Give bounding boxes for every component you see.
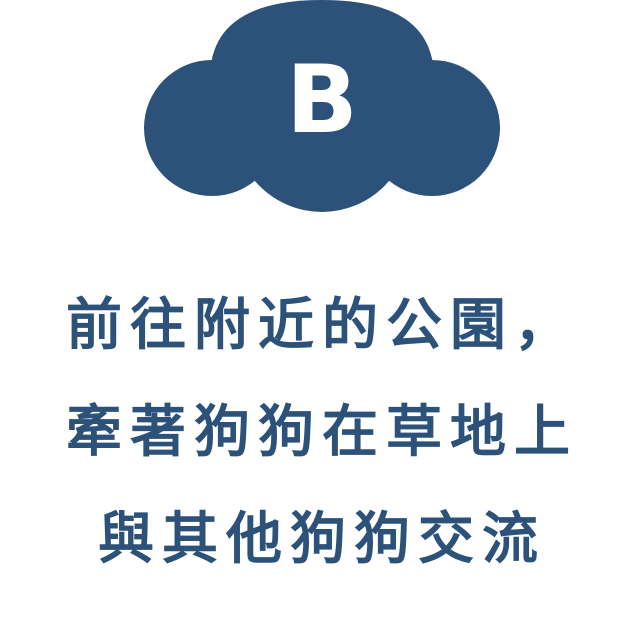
badge-letter: B (286, 46, 358, 155)
caption-line-2: 牽著狗狗在草地上 (66, 400, 578, 465)
caption-line-1: 前往附近的公園， (66, 293, 578, 358)
caption-text: 前往附近的公園， 牽著狗狗在草地上 與其他狗狗交流 (0, 272, 644, 593)
caption-line-3: 與其他狗狗交流 (98, 507, 546, 572)
option-badge: B (0, 0, 644, 230)
cloud-icon (144, 0, 500, 212)
